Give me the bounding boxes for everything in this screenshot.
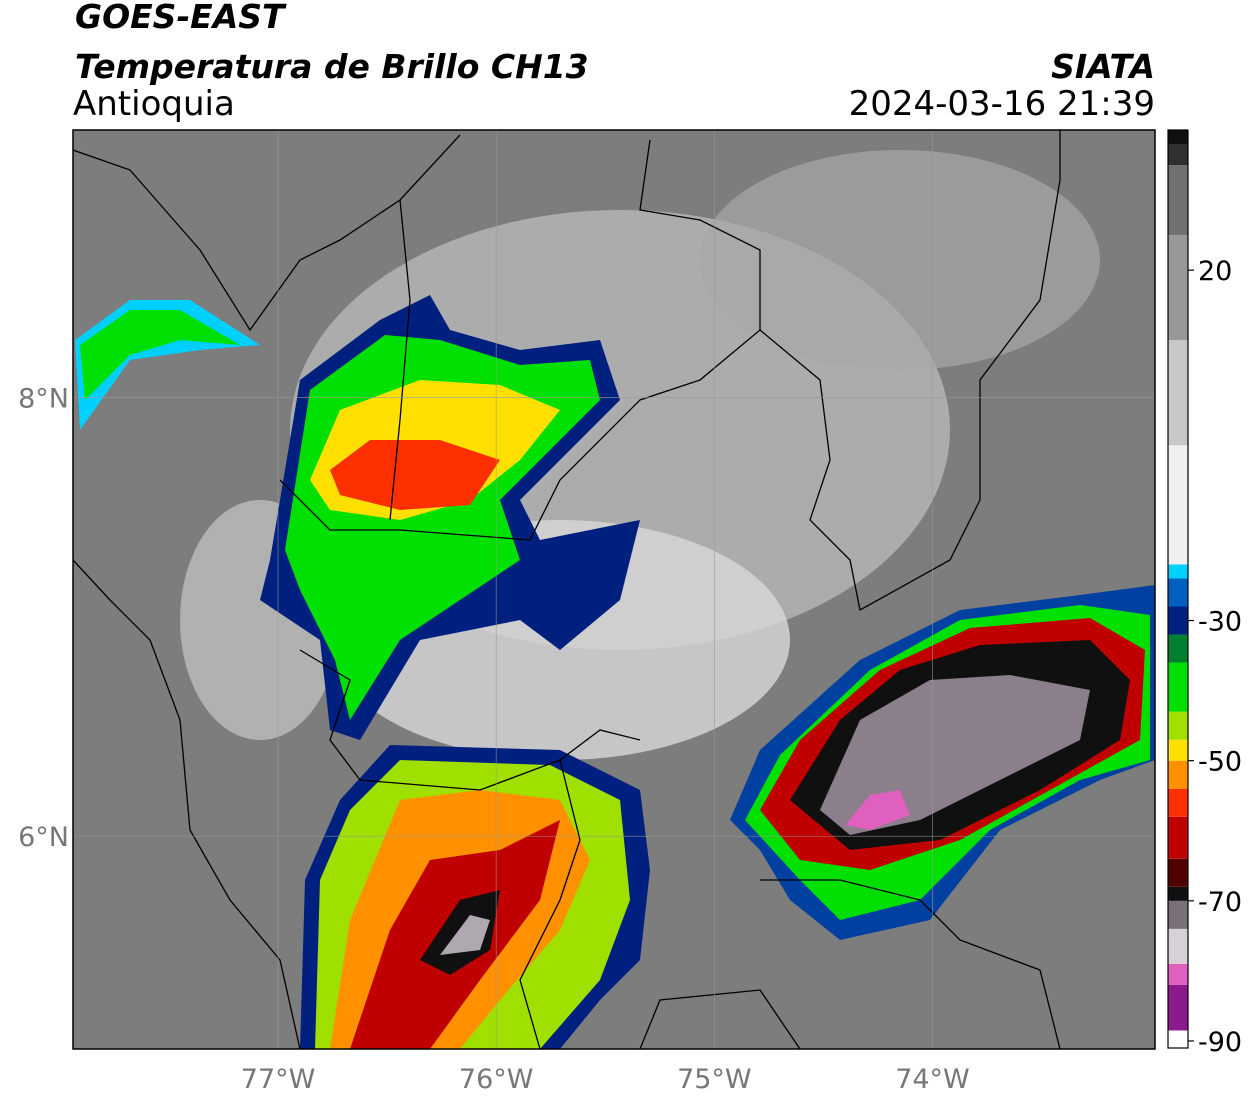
colorbar-segment: [1168, 788, 1188, 817]
lon-tick-label: 77°W: [241, 1064, 316, 1095]
colorbar-segment: [1168, 634, 1188, 663]
lat-tick-label: 8°N: [18, 384, 69, 415]
colorbar-segment: [1168, 963, 1188, 985]
colorbar-segment: [1168, 858, 1188, 887]
colorbar-segment: [1168, 578, 1188, 607]
colorbar-segment: [1168, 1030, 1188, 1048]
lat-tick-label: 6°N: [18, 822, 69, 853]
colorbar-segment: [1168, 711, 1188, 740]
colorbar-segment: [1168, 144, 1188, 166]
lon-tick-label: 75°W: [677, 1064, 752, 1095]
colorbar-segment: [1168, 606, 1188, 635]
colorbar-tick-label: -30: [1198, 607, 1242, 638]
lon-tick-label: 76°W: [459, 1064, 534, 1095]
colorbar-segment: [1168, 760, 1188, 789]
colorbar-tick-label: -70: [1198, 887, 1242, 918]
colorbar-segment: [1168, 445, 1188, 565]
colorbar-segment: [1168, 235, 1188, 341]
colorbar-segment: [1168, 928, 1188, 964]
colorbar-segment: [1168, 165, 1188, 236]
colorbar-segment: [1168, 900, 1188, 929]
colorbar-segment: [1168, 984, 1188, 1031]
title: GOES-EAST: [75, 0, 287, 36]
colorbar-segment: [1168, 886, 1188, 901]
colorbar-segment: [1168, 340, 1188, 446]
colorbar-segment: [1168, 816, 1188, 859]
colorbar-tick-label: -50: [1198, 747, 1242, 778]
map-frame: [72, 129, 1156, 1050]
colorbar-segment: [1168, 130, 1188, 145]
colorbar-segment: [1168, 739, 1188, 761]
map-image: [73, 130, 1155, 1049]
colorbar-tick-label: -90: [1198, 1027, 1242, 1058]
region: Antioquia: [73, 84, 235, 124]
datetime: 2024-03-16 21:39: [849, 84, 1155, 124]
colorbar-segment: [1168, 564, 1188, 579]
source: SIATA: [1051, 47, 1155, 86]
colorbar-tick-label: 20: [1198, 256, 1232, 287]
colorbar-segment: [1168, 662, 1188, 712]
colorbar-frame: [1167, 129, 1189, 1049]
graticule: 77°W 76°W 75°W 74°W 8°N 6°N: [18, 130, 1155, 1095]
lon-tick-label: 74°W: [895, 1064, 970, 1095]
subtitle: Temperatura de Brillo CH13: [75, 47, 589, 86]
colorbar: 20 -30 -50 -70 -90: [1168, 130, 1242, 1058]
